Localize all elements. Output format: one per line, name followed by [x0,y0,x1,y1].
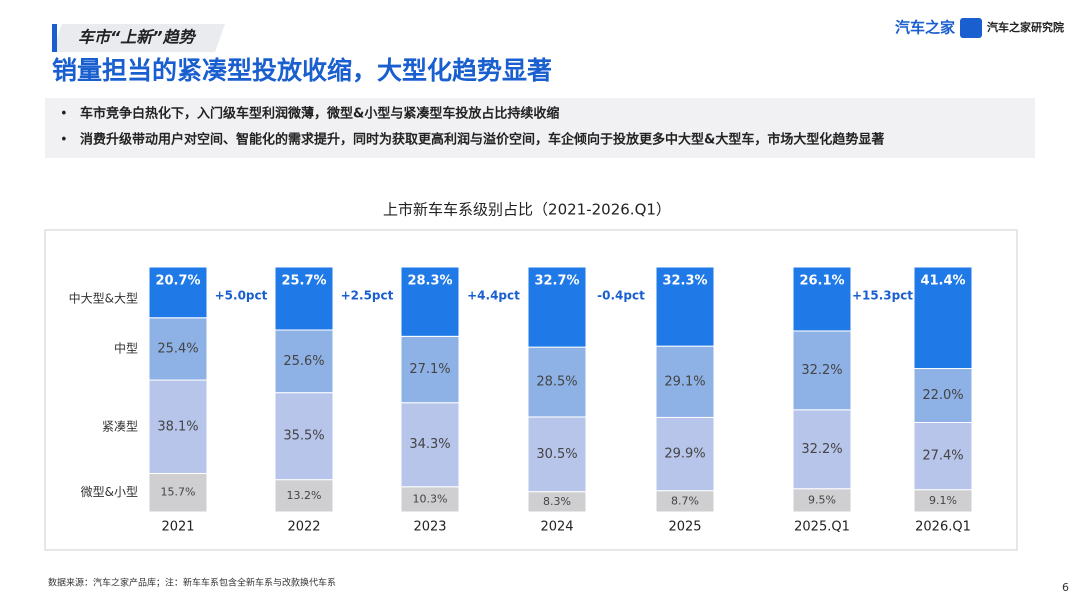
change-annotation: +2.5pct [341,289,394,303]
x-tick-label: 2021 [161,520,194,535]
bar-segment [792,330,852,411]
section-tag [52,24,225,52]
bar-segment [148,379,208,474]
bar-segment [148,266,208,319]
change-annotation: +4.4pct [467,289,520,303]
x-tick-label: 2024 [540,520,573,535]
bar-segment [400,266,460,337]
value-label: 32.2% [801,363,842,378]
value-label: 10.3% [413,492,448,505]
change-annotation: +5.0pct [215,289,268,303]
value-label: 28.5% [536,375,577,390]
value-label: 25.6% [283,354,324,369]
section-accent [52,24,57,52]
value-label: 26.1% [799,274,844,289]
x-tick-label: 2023 [413,520,446,535]
bar-segment [400,402,460,488]
bullet-dot: • [60,107,68,122]
bar-segment [655,266,715,347]
value-label: 25.7% [281,274,326,289]
value-label: 29.1% [664,374,705,389]
value-label: 32.2% [801,442,842,457]
footnote: 数据来源：汽车之家产品库；注：新车车系包含全新车系与改款换代车系 [48,577,336,589]
bar-segment [913,368,973,423]
chart-title: 上市新车车系级别占比（2021-2026.Q1） [383,201,671,219]
series-label: 中大型&大型 [69,291,138,306]
value-label: 25.4% [157,341,198,356]
logo-text: 汽车之家 [895,19,955,37]
bar-segment [527,266,587,348]
bar-segment [148,472,208,513]
section-label: 车市“上新”趋势 [78,28,197,47]
bullet-text: 车市竞争白热化下，入门级车型利润微薄，微型&小型与紧凑型车投放占比持续收缩 [80,106,559,122]
bar-segment [792,409,852,490]
change-annotation: -0.4pct [597,289,645,303]
value-label: 34.3% [409,437,450,452]
bar-segment [655,416,715,492]
value-label: 20.7% [155,274,200,289]
value-label: 41.4% [920,274,965,289]
x-tick-label: 2026.Q1 [915,520,971,535]
bar-segment [274,266,334,331]
bar-segment [274,392,334,481]
x-tick-label: 2025.Q1 [794,520,850,535]
value-label: 9.1% [929,494,957,507]
value-label: 8.3% [543,495,571,508]
bullet-dot: • [60,133,68,148]
value-label: 13.2% [287,489,322,502]
value-label: 27.1% [409,362,450,377]
value-label: 22.0% [922,388,963,403]
change-annotation: +15.3pct [852,289,913,303]
bar-segment [655,345,715,418]
value-label: 32.3% [662,274,707,289]
value-label: 28.3% [407,274,452,289]
value-label: 32.7% [534,274,579,289]
bar-segment [913,421,973,491]
value-label: 8.7% [671,494,699,507]
series-label: 微型&小型 [81,485,138,499]
bullet-box [45,98,1035,158]
value-label: 27.4% [922,449,963,464]
logo-icon [960,18,982,38]
bar-segment [527,416,587,493]
logo-text: 汽车之家研究院 [987,20,1064,34]
bar-segment [527,346,587,418]
slide-title: 销量担当的紧凑型投放收缩，大型化趋势显著 [52,56,552,85]
value-label: 15.7% [161,486,196,499]
series-label: 中型 [114,340,138,355]
bullet-text: 消费升级带动用户对空间、智能化的需求提升，同时为获取更高利润与溢价空间，车企倾向… [80,132,884,148]
value-label: 35.5% [283,429,324,444]
value-label: 30.5% [536,447,577,462]
x-tick-label: 2025 [668,520,701,535]
x-tick-label: 2022 [287,520,320,535]
value-label: 9.5% [808,493,836,506]
bar-segment [400,486,460,513]
bar-segment [792,266,852,332]
bar-segment [913,266,973,370]
value-label: 38.1% [157,419,198,434]
series-label: 紧凑型 [102,419,138,433]
value-label: 29.9% [664,447,705,462]
page-number: 6 [1062,581,1069,594]
